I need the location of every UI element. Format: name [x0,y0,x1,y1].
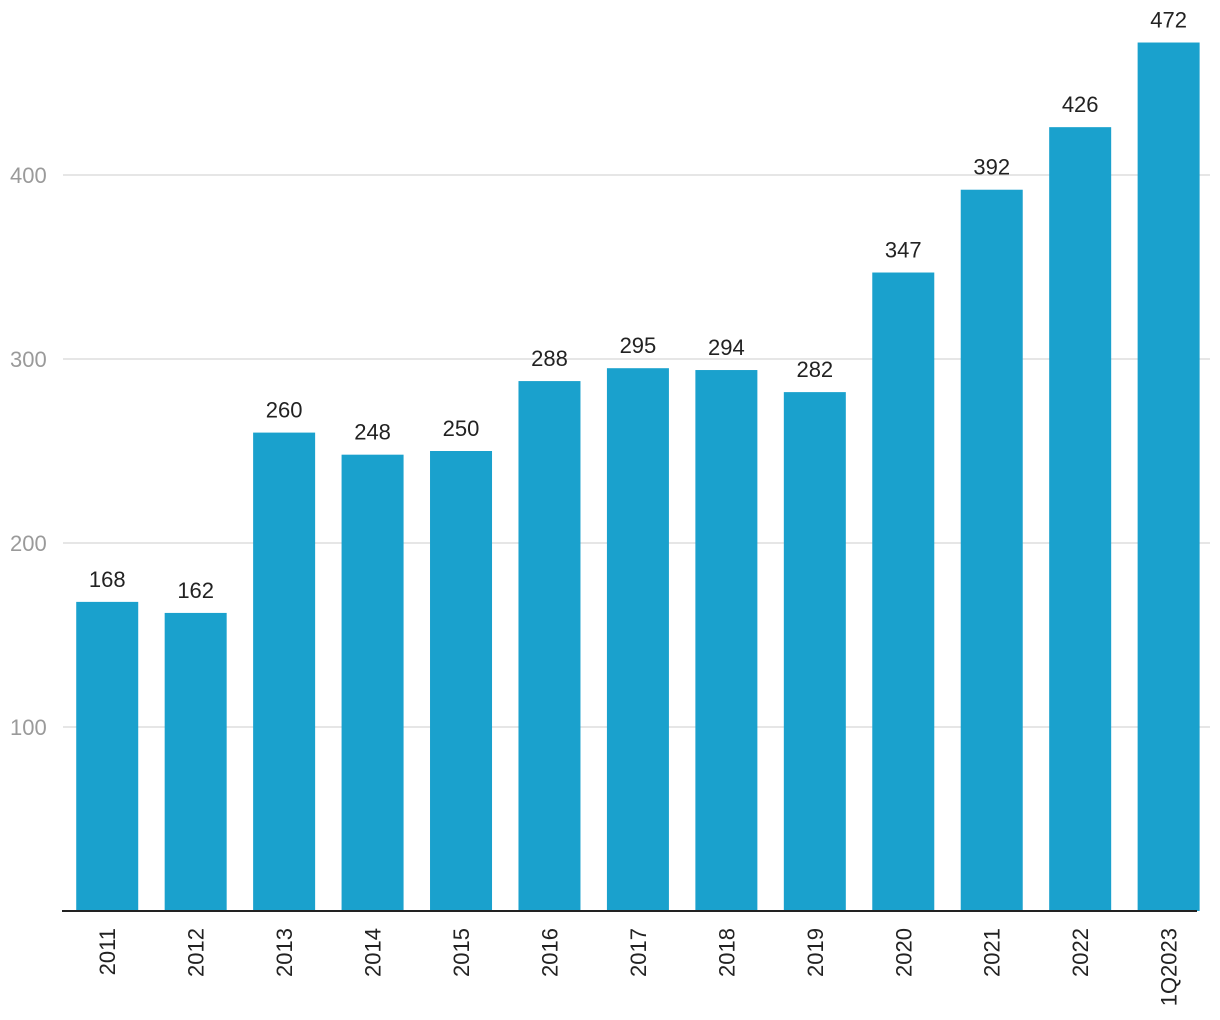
x-tick-label-2016: 2016 [537,928,562,977]
value-label-2020: 347 [885,238,922,263]
value-label-2015: 250 [443,416,480,441]
value-label-2013: 260 [266,398,303,423]
bar-2018 [695,370,758,911]
bar-2019 [783,392,846,911]
x-tick-label-2011: 2011 [95,928,120,975]
bar-2013 [253,432,316,911]
bar-2017 [606,368,669,911]
x-tick-label-2014: 2014 [361,928,386,977]
x-tick-label-2015: 2015 [449,928,474,977]
x-tick-label-2022: 2022 [1068,928,1093,977]
value-label-2021: 392 [973,155,1010,180]
bar-2016 [518,381,581,912]
x-tick-label-1Q2023: 1Q2023 [1157,928,1182,1006]
bar-2020 [872,272,935,911]
bar-value-labels: 168 162 260 248 250 288 295 294 282 347 392 426 472 [89,8,1187,603]
x-tick-label-2020: 2020 [891,928,916,977]
y-tick-label-300: 300 [10,347,47,372]
x-axis-tick-labels: 2011 2012 2013 2014 2015 2016 2017 2018 2019 2020… [95,928,1181,1006]
x-tick-label-2013: 2013 [272,928,297,977]
bar-2022 [1049,127,1112,911]
bar-2014 [341,454,404,911]
bars [76,42,1200,912]
value-label-2014: 248 [354,420,391,445]
bar-2012 [164,612,227,911]
x-tick-label-2019: 2019 [803,928,828,977]
value-label-2018: 294 [708,335,745,360]
value-label-2017: 295 [620,333,657,358]
y-tick-label-100: 100 [10,715,47,740]
value-label-2016: 288 [531,346,568,371]
value-label-1Q2023: 472 [1150,8,1187,33]
value-label-2019: 282 [796,357,833,382]
x-tick-label-2021: 2021 [980,928,1005,977]
bar-2021 [960,189,1023,912]
bar-2011 [76,601,139,911]
x-tick-label-2017: 2017 [626,928,651,977]
value-label-2022: 426 [1062,92,1099,117]
y-axis-tick-labels: 100 200 300 400 [10,163,47,740]
value-label-2011: 168 [89,567,126,592]
bar-2015 [430,451,493,911]
y-tick-label-400: 400 [10,163,47,188]
x-tick-label-2018: 2018 [714,928,739,977]
x-tick-label-2012: 2012 [184,928,209,977]
value-label-2012: 162 [177,578,214,603]
bar-1Q2023 [1137,42,1200,911]
y-tick-label-200: 200 [10,531,47,556]
